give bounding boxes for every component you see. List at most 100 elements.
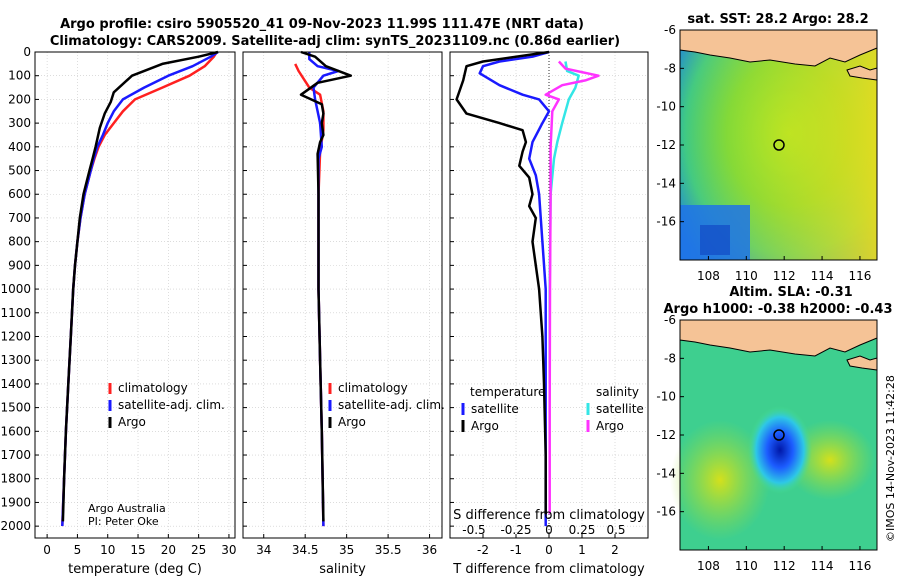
x-tick-label: -2 — [477, 543, 489, 557]
y-tick-label: 0 — [23, 45, 31, 59]
map-y-tick-label: -12 — [656, 428, 676, 442]
y-tick-label: 400 — [8, 140, 31, 154]
y-tick-label: 600 — [8, 187, 31, 201]
map-sla — [670, 319, 878, 551]
x-axis-label: salinity — [319, 562, 366, 577]
s-tick-label: 0 — [545, 523, 553, 537]
y-tick-label: 900 — [8, 258, 31, 272]
y-tick-label: 1900 — [0, 495, 31, 509]
series-salinity-argo — [544, 60, 600, 515]
map-x-tick-label: 110 — [735, 269, 758, 283]
x-tick-label: 35 — [339, 543, 354, 557]
legend-label: satellite — [596, 402, 644, 416]
map-y-tick-label: -10 — [656, 390, 676, 404]
map-sla-title2: Argo h1000: -0.38 h2000: -0.43 — [663, 302, 892, 317]
legend-label: climatology — [338, 381, 408, 395]
x-tick-label: 0 — [43, 543, 51, 557]
legend-label: satellite-adj. clim. — [338, 398, 445, 412]
map-x-tick-label: 112 — [773, 269, 796, 283]
header-line2: Climatology: CARS2009. Satellite-adj cli… — [50, 34, 620, 49]
map-x-tick-label: 108 — [697, 269, 720, 283]
series-argo — [61, 50, 219, 522]
map-y-tick-label: -16 — [656, 505, 676, 519]
x-tick-label: 5 — [74, 543, 82, 557]
y-tick-label: 1400 — [0, 377, 31, 391]
map-x-tick-label: 108 — [697, 559, 720, 573]
x-tick-label: 10 — [100, 543, 115, 557]
map-sst-title: sat. SST: 28.2 Argo: 28.2 — [687, 12, 868, 27]
credit-org: Argo Australia — [88, 502, 166, 515]
map-y-tick-label: -6 — [664, 313, 676, 327]
y-tick-label: 1700 — [0, 448, 31, 462]
legend-label: Argo — [471, 419, 499, 433]
series-argo — [299, 50, 353, 522]
imos-stamp: ©IMOS 14-Nov-2023 11:42:28 — [884, 375, 897, 542]
sla-profile-marker — [773, 429, 785, 441]
y-tick-label: 1200 — [0, 329, 31, 343]
map-x-tick-label: 114 — [811, 559, 834, 573]
header-line1: Argo profile: csiro 5905520_41 09-Nov-20… — [60, 17, 584, 32]
profile-plots: 0 5 10 15 20 25 300100200300400500600700800900… — [0, 45, 649, 577]
s-tick-label: 0.5 — [606, 523, 625, 537]
x-tick-label: 25 — [191, 543, 206, 557]
map-sst — [679, 29, 878, 261]
map-y-tick-label: -8 — [664, 61, 676, 75]
map-x-tick-label: 116 — [848, 559, 871, 573]
sla-cold-eddy — [748, 406, 812, 494]
map-sla-title1: Altim. SLA: -0.31 — [729, 285, 852, 300]
x-tick-label: 36 — [422, 543, 437, 557]
x-tick-label: -1 — [510, 543, 522, 557]
y-tick-label: 2000 — [0, 519, 31, 533]
map-y-tick-label: -14 — [656, 176, 676, 190]
s-tick-label: 0.25 — [569, 523, 596, 537]
map-y-tick-label: -6 — [664, 23, 676, 37]
legend-label: Argo — [118, 415, 146, 429]
map-x-tick-label: 110 — [735, 559, 758, 573]
map-y-tick-label: -16 — [656, 215, 676, 229]
sst-profile-marker — [773, 139, 785, 151]
legend-label: Argo — [596, 419, 624, 433]
series-temperature-argo — [455, 50, 550, 515]
x-tick-label: 1 — [578, 543, 586, 557]
panel-3: -2 -1 0 1 2 T difference from climatology temp… — [449, 50, 649, 577]
series-climatology — [61, 51, 218, 527]
y-tick-label: 700 — [8, 211, 31, 225]
x-tick-label: 34 — [256, 543, 271, 557]
legend-title-salinity: salinity — [596, 385, 639, 399]
panel-frame — [242, 51, 443, 539]
map-x-tick-label: 116 — [848, 269, 871, 283]
legend-title-temperature: temperature — [470, 385, 545, 399]
sst-cold-core — [700, 225, 730, 255]
panel-1: 0 5 10 15 20 25 300100200300400500600700800900… — [0, 45, 236, 577]
sst-axis: 108 110 112 114 116 -6 -8 -10 -12 -14 -16 — [656, 23, 871, 283]
x-tick-label: 35.5 — [375, 543, 402, 557]
series-temperature-satellite — [478, 50, 551, 527]
s-tick-label: -0.25 — [500, 523, 531, 537]
sla-axis: 108 110 112 114 116 -6 -8 -10 -12 -14 -16 — [656, 313, 871, 573]
map-x-tick-label: 114 — [811, 269, 834, 283]
y-tick-label: 1300 — [0, 353, 31, 367]
s-axis-label: S difference from climatology — [453, 508, 645, 523]
x-tick-label: 0 — [545, 543, 553, 557]
y-tick-label: 100 — [8, 69, 31, 83]
sla-warm-west — [670, 420, 770, 540]
sla-land-java — [679, 319, 878, 357]
s-tick-label: -0.5 — [462, 523, 485, 537]
x-tick-label: 2 — [611, 543, 619, 557]
y-tick-label: 500 — [8, 164, 31, 178]
x-tick-label: 15 — [130, 543, 145, 557]
panel-2: 34 34.5 35 35.5 36 salinity climatology satelli… — [242, 50, 445, 577]
y-tick-label: 200 — [8, 92, 31, 106]
x-tick-label: 20 — [161, 543, 176, 557]
legend-label: climatology — [118, 381, 188, 395]
x-axis-label: T difference from climatology — [452, 562, 645, 577]
legend-label: satellite — [471, 402, 519, 416]
y-tick-label: 1100 — [0, 306, 31, 320]
legend-label: Argo — [338, 415, 366, 429]
x-tick-label: 34.5 — [292, 543, 319, 557]
map-y-tick-label: -10 — [656, 100, 676, 114]
y-tick-label: 300 — [8, 116, 31, 130]
credit-pi: PI: Peter Oke — [88, 515, 159, 528]
panel-frame — [34, 51, 236, 539]
